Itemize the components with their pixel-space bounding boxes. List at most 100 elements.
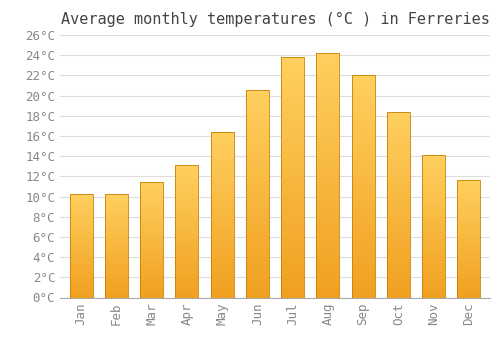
- Bar: [387, 123, 410, 127]
- Bar: [210, 264, 234, 268]
- Bar: [281, 269, 304, 273]
- Bar: [70, 227, 92, 229]
- Bar: [316, 151, 340, 156]
- Bar: [422, 187, 445, 189]
- Bar: [176, 223, 199, 226]
- Bar: [387, 141, 410, 145]
- Bar: [387, 127, 410, 130]
- Bar: [352, 75, 374, 80]
- Bar: [210, 231, 234, 235]
- Bar: [458, 202, 480, 204]
- Bar: [316, 97, 340, 102]
- Bar: [387, 238, 410, 242]
- Bar: [352, 248, 374, 253]
- Bar: [458, 279, 480, 281]
- Bar: [140, 203, 163, 205]
- Bar: [246, 194, 269, 198]
- Bar: [352, 231, 374, 235]
- Bar: [105, 227, 128, 229]
- Bar: [422, 226, 445, 229]
- Bar: [387, 257, 410, 260]
- Bar: [176, 279, 199, 282]
- Bar: [140, 284, 163, 286]
- Bar: [70, 266, 92, 268]
- Bar: [281, 264, 304, 269]
- Bar: [387, 201, 410, 205]
- Bar: [387, 112, 410, 116]
- Bar: [352, 187, 374, 191]
- Bar: [316, 278, 340, 283]
- Bar: [316, 263, 340, 268]
- Bar: [176, 260, 199, 263]
- Bar: [140, 293, 163, 295]
- Bar: [422, 286, 445, 289]
- Bar: [105, 229, 128, 231]
- Bar: [422, 167, 445, 169]
- Bar: [387, 112, 410, 298]
- Bar: [176, 234, 199, 237]
- Bar: [458, 256, 480, 258]
- Bar: [70, 289, 92, 291]
- Bar: [140, 270, 163, 272]
- Bar: [70, 214, 92, 216]
- Bar: [105, 223, 128, 225]
- Bar: [458, 237, 480, 239]
- Bar: [176, 210, 199, 213]
- Bar: [140, 288, 163, 290]
- Bar: [140, 249, 163, 251]
- Bar: [316, 63, 340, 68]
- Bar: [387, 153, 410, 156]
- Bar: [458, 225, 480, 227]
- Bar: [281, 225, 304, 230]
- Bar: [70, 264, 92, 266]
- Bar: [422, 189, 445, 192]
- Bar: [352, 280, 374, 284]
- Bar: [352, 124, 374, 129]
- Bar: [210, 291, 234, 294]
- Bar: [105, 256, 128, 258]
- Bar: [281, 173, 304, 177]
- Bar: [352, 98, 374, 102]
- Bar: [140, 256, 163, 258]
- Bar: [210, 168, 234, 172]
- Bar: [176, 168, 199, 170]
- Bar: [387, 145, 410, 149]
- Bar: [176, 226, 199, 229]
- Bar: [458, 234, 480, 237]
- Bar: [210, 228, 234, 231]
- Bar: [352, 75, 374, 298]
- Bar: [281, 283, 304, 288]
- Bar: [140, 229, 163, 231]
- Bar: [387, 160, 410, 164]
- Bar: [246, 256, 269, 260]
- Bar: [352, 293, 374, 298]
- Bar: [387, 208, 410, 212]
- Bar: [70, 194, 92, 298]
- Bar: [316, 224, 340, 229]
- Bar: [458, 293, 480, 295]
- Bar: [140, 261, 163, 263]
- Bar: [316, 180, 340, 185]
- Bar: [281, 220, 304, 225]
- Bar: [387, 182, 410, 186]
- Bar: [281, 115, 304, 120]
- Bar: [140, 187, 163, 189]
- Bar: [281, 259, 304, 264]
- Bar: [176, 199, 199, 202]
- Bar: [352, 289, 374, 293]
- Bar: [387, 286, 410, 290]
- Bar: [210, 284, 234, 288]
- Bar: [281, 120, 304, 125]
- Bar: [352, 244, 374, 248]
- Bar: [70, 204, 92, 206]
- Bar: [176, 165, 199, 168]
- Bar: [140, 185, 163, 187]
- Bar: [281, 293, 304, 297]
- Bar: [352, 146, 374, 151]
- Bar: [210, 178, 234, 182]
- Bar: [140, 196, 163, 198]
- Bar: [140, 235, 163, 238]
- Bar: [105, 218, 128, 220]
- Bar: [316, 126, 340, 131]
- Bar: [70, 231, 92, 233]
